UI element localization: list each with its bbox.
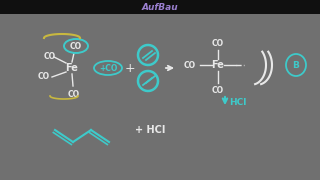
Text: +: +	[125, 62, 135, 75]
Text: CO: CO	[70, 42, 82, 51]
Text: CO: CO	[212, 86, 224, 94]
Text: AufBau: AufBau	[142, 3, 178, 12]
Text: CO: CO	[44, 51, 56, 60]
Text: HCl: HCl	[229, 98, 246, 107]
Text: CO: CO	[38, 71, 50, 80]
Text: CO: CO	[184, 60, 196, 69]
Text: CO: CO	[68, 89, 80, 98]
Text: CO: CO	[212, 39, 224, 48]
FancyBboxPatch shape	[0, 0, 320, 14]
Text: + HCl: + HCl	[135, 125, 165, 135]
Text: +CO: +CO	[99, 64, 117, 73]
Text: Fe: Fe	[212, 60, 224, 70]
Text: Fe: Fe	[66, 63, 78, 73]
Text: B: B	[292, 60, 300, 69]
